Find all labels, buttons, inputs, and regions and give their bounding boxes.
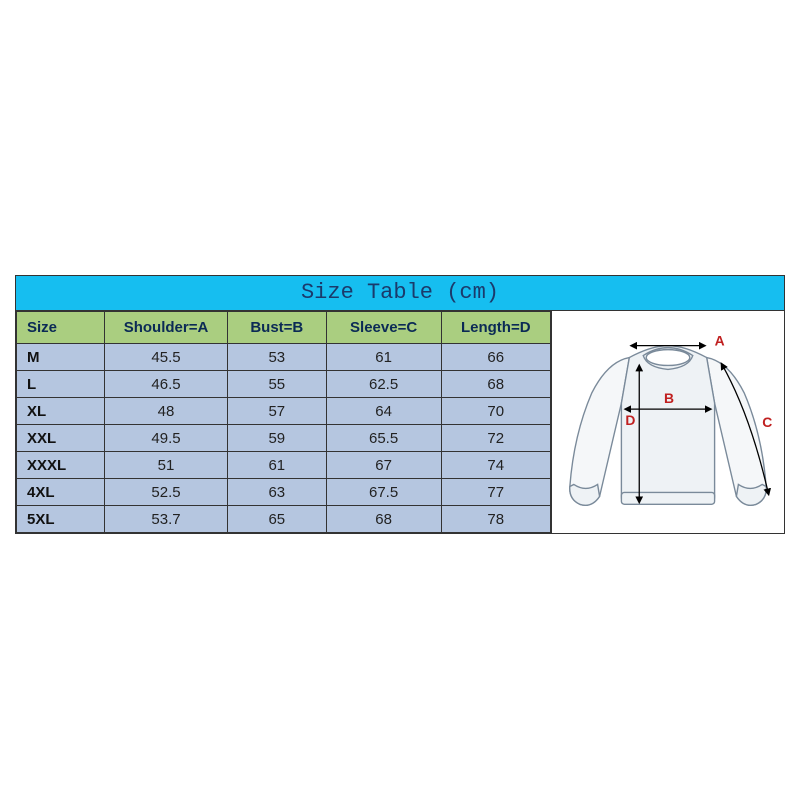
table-cell: 48 [105, 398, 228, 425]
diagram-label-c: C [762, 414, 772, 430]
table-cell: XL [17, 398, 105, 425]
size-chart: Size Table (cm) Size Shoulder=A [15, 275, 785, 534]
table-row: XL48576470 [17, 398, 551, 425]
chart-title: Size Table (cm) [16, 276, 784, 311]
table-cell: 64 [326, 398, 441, 425]
table-area: Size Shoulder=A Bust=B Sleeve=C Length=D… [16, 311, 552, 533]
table-cell: M [17, 344, 105, 371]
table-cell: 77 [441, 479, 551, 506]
table-cell: 78 [441, 506, 551, 533]
table-row: 4XL52.56367.577 [17, 479, 551, 506]
table-cell: XXL [17, 425, 105, 452]
chart-body: Size Shoulder=A Bust=B Sleeve=C Length=D… [16, 311, 784, 533]
table-cell: 74 [441, 452, 551, 479]
header-row: Size Shoulder=A Bust=B Sleeve=C Length=D [17, 312, 551, 344]
sweater-diagram: A B D C [552, 311, 784, 533]
table-cell: 62.5 [326, 371, 441, 398]
table-row: XXXL51616774 [17, 452, 551, 479]
table-cell: 68 [441, 371, 551, 398]
table-row: XXL49.55965.572 [17, 425, 551, 452]
table-cell: 57 [227, 398, 326, 425]
table-head: Size Shoulder=A Bust=B Sleeve=C Length=D [17, 312, 551, 344]
table-cell: 67.5 [326, 479, 441, 506]
table-cell: XXXL [17, 452, 105, 479]
diagram-label-d: D [625, 412, 635, 428]
header-cell: Sleeve=C [326, 312, 441, 344]
table-cell: 61 [227, 452, 326, 479]
diagram-area: A B D C [552, 311, 784, 533]
size-table: Size Shoulder=A Bust=B Sleeve=C Length=D… [16, 311, 551, 533]
table-cell: 4XL [17, 479, 105, 506]
header-cell: Length=D [441, 312, 551, 344]
table-cell: 68 [326, 506, 441, 533]
table-body: M45.5536166L46.55562.568XL48576470XXL49.… [17, 344, 551, 533]
diagram-label-a: A [715, 333, 725, 349]
table-cell: 65 [227, 506, 326, 533]
table-cell: 63 [227, 479, 326, 506]
table-cell: 5XL [17, 506, 105, 533]
table-cell: 53 [227, 344, 326, 371]
table-cell: 45.5 [105, 344, 228, 371]
table-row: L46.55562.568 [17, 371, 551, 398]
table-cell: 66 [441, 344, 551, 371]
table-cell: 53.7 [105, 506, 228, 533]
table-cell: 59 [227, 425, 326, 452]
header-cell: Size [17, 312, 105, 344]
table-cell: 52.5 [105, 479, 228, 506]
table-cell: 65.5 [326, 425, 441, 452]
table-row: 5XL53.7656878 [17, 506, 551, 533]
table-cell: 72 [441, 425, 551, 452]
table-row: M45.5536166 [17, 344, 551, 371]
table-cell: 49.5 [105, 425, 228, 452]
table-cell: L [17, 371, 105, 398]
header-cell: Bust=B [227, 312, 326, 344]
table-cell: 67 [326, 452, 441, 479]
header-cell: Shoulder=A [105, 312, 228, 344]
table-cell: 55 [227, 371, 326, 398]
table-cell: 61 [326, 344, 441, 371]
table-cell: 51 [105, 452, 228, 479]
table-cell: 70 [441, 398, 551, 425]
diagram-label-b: B [664, 390, 674, 406]
table-cell: 46.5 [105, 371, 228, 398]
